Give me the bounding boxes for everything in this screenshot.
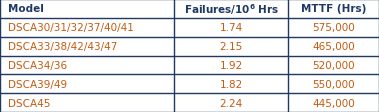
Text: 550,000: 550,000 <box>312 79 355 89</box>
Text: 1.82: 1.82 <box>219 79 243 89</box>
Text: 2.24: 2.24 <box>219 98 243 108</box>
Text: 2.15: 2.15 <box>219 42 243 52</box>
Text: 1.74: 1.74 <box>219 23 243 33</box>
Text: DSCA30/31/32/37/40/41: DSCA30/31/32/37/40/41 <box>8 23 133 33</box>
Text: 445,000: 445,000 <box>312 98 355 108</box>
Text: DSCA34/36: DSCA34/36 <box>8 60 67 70</box>
Text: $\mathbf{Failures/10^6}$ $\mathbf{Hrs}$: $\mathbf{Failures/10^6}$ $\mathbf{Hrs}$ <box>183 2 279 17</box>
Text: 1.92: 1.92 <box>219 60 243 70</box>
Text: 520,000: 520,000 <box>312 60 355 70</box>
Text: DSCA45: DSCA45 <box>8 98 50 108</box>
Text: MTTF (Hrs): MTTF (Hrs) <box>301 4 366 14</box>
Text: DSCA33/38/42/43/47: DSCA33/38/42/43/47 <box>8 42 117 52</box>
Text: Model: Model <box>8 4 44 14</box>
Text: 575,000: 575,000 <box>312 23 355 33</box>
Text: DSCA39/49: DSCA39/49 <box>8 79 67 89</box>
Text: 465,000: 465,000 <box>312 42 355 52</box>
